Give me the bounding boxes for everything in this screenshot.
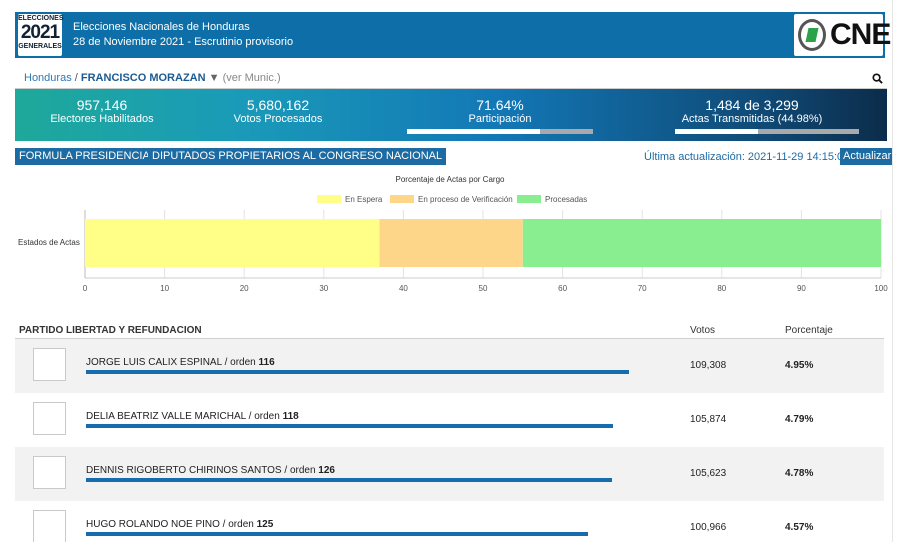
candidate-name: DENNIS RIGOBERTO CHIRINOS SANTOS / orden…	[86, 465, 335, 476]
candidate-votes: 105,874	[690, 414, 727, 425]
table-header-divider	[15, 338, 884, 339]
chart-bar-en-proceso-de-verificación	[379, 219, 523, 267]
chart-x-tick-label: 40	[399, 284, 408, 293]
candidate-name: JORGE LUIS CALIX ESPINAL / orden 116	[86, 357, 275, 368]
tab-diputados[interactable]: DIPUTADOS PROPIETARIOS AL CONGRESO NACIO…	[148, 148, 447, 165]
legend-swatch	[390, 195, 414, 203]
ver-municipios-link[interactable]: (ver Munic.)	[222, 72, 281, 84]
stat-participacion: 71.64% Participación	[468, 97, 532, 125]
legend-swatch	[517, 195, 541, 203]
legend-item-en-espera[interactable]: En Espera	[317, 195, 382, 204]
chart-category-label: Estados de Actas	[18, 238, 80, 247]
legend-item-procesadas[interactable]: Procesadas	[517, 195, 587, 204]
candidate-name: HUGO ROLANDO NOE PINO / orden 125	[86, 519, 274, 530]
candidate-name: DELIA BEATRIZ VALLE MARICHAL / orden 118	[86, 411, 299, 422]
participacion-progress-fill	[407, 129, 541, 134]
candidate-vote-bar	[86, 532, 588, 536]
stats-band: 957,146 Electores Habilitados 5,680,162 …	[15, 89, 887, 141]
candidate-vote-bar	[86, 424, 613, 428]
candidate-votes: 105,623	[690, 468, 727, 479]
chart-x-tick-label: 10	[160, 284, 169, 293]
legend-swatch	[317, 195, 341, 203]
candidate-photo	[33, 348, 66, 381]
party-name: PARTIDO LIBERTAD Y REFUNDACION	[19, 325, 202, 336]
chart-x-tick-label: 60	[558, 284, 567, 293]
breadcrumb: Honduras / FRANCISCO MORAZAN ▼ (ver Muni…	[15, 69, 887, 89]
table-row[interactable]: JORGE LUIS CALIX ESPINAL / orden 116 109…	[15, 339, 884, 393]
page-subtitle: 28 de Noviembre 2021 - Escrutinio provis…	[73, 36, 294, 48]
dropdown-arrow-icon[interactable]: ▼	[208, 72, 220, 84]
candidate-vote-bar	[86, 370, 629, 374]
chart-x-tick-label: 30	[319, 284, 328, 293]
breadcrumb-root-link[interactable]: Honduras	[24, 72, 72, 84]
actas-progress-bar	[675, 129, 859, 134]
elecciones-2021-logo: ELECCIONES 2021 GENERALES	[18, 14, 64, 56]
chart-x-tick-label: 50	[479, 284, 488, 293]
table-row[interactable]: HUGO ROLANDO NOE PINO / orden 125 100,96…	[15, 501, 884, 542]
chart-x-tick-label: 70	[638, 284, 647, 293]
participacion-progress-bar	[407, 129, 593, 134]
candidate-vote-bar	[86, 478, 612, 482]
tab-formula-presidencial[interactable]: FORMULA PRESIDENCIAL	[15, 148, 160, 165]
table-row[interactable]: DELIA BEATRIZ VALLE MARICHAL / orden 118…	[15, 393, 884, 447]
breadcrumb-separator: /	[74, 72, 78, 84]
stat-actas: 1,484 de 3,299 Actas Transmitidas (44.98…	[681, 97, 823, 125]
candidate-percentage: 4.78%	[785, 468, 814, 479]
column-header-votos: Votos	[690, 325, 716, 336]
chart-x-tick-label: 80	[717, 284, 726, 293]
candidate-votes: 109,308	[690, 360, 727, 371]
actas-progress-fill	[675, 129, 758, 134]
candidate-photo	[33, 456, 66, 489]
chart-bar-procesadas	[522, 219, 881, 267]
candidate-photo	[33, 510, 66, 542]
search-icon[interactable]	[872, 73, 883, 84]
header-banner: ELECCIONES 2021 GENERALES Elecciones Nac…	[15, 12, 891, 58]
page-scrollbar[interactable]	[892, 0, 900, 542]
actualizar-button[interactable]: Actualizar	[840, 148, 900, 165]
stat-votos: 5,680,162 Votos Procesados	[233, 97, 323, 125]
page-title: Elecciones Nacionales de Honduras	[73, 21, 250, 33]
candidate-percentage: 4.95%	[785, 360, 814, 371]
candidate-percentage: 4.57%	[785, 522, 814, 533]
breadcrumb-department[interactable]: FRANCISCO MORAZAN	[80, 72, 206, 84]
chart-x-tick-label: 90	[797, 284, 806, 293]
column-header-porcentaje: Porcentaje	[785, 325, 833, 336]
cne-logo[interactable]: CNE	[794, 14, 891, 56]
cne-mark-icon	[798, 19, 826, 51]
chart-x-tick-label: 20	[240, 284, 249, 293]
chart-x-tick-label: 100	[874, 284, 888, 293]
candidate-photo	[33, 402, 66, 435]
actas-stacked-bar-chart: 0 10 20 30 40 50 60 70 80 90 100	[83, 210, 888, 293]
chart-title: Porcentaje de Actas por Cargo	[395, 175, 505, 184]
table-row[interactable]: DENNIS RIGOBERTO CHIRINOS SANTOS / orden…	[15, 447, 884, 501]
chart-x-tick-label: 0	[83, 284, 88, 293]
candidate-percentage: 4.79%	[785, 414, 814, 425]
candidate-votes: 100,966	[690, 522, 727, 533]
legend-item-en-proceso[interactable]: En proceso de Verificación	[390, 195, 513, 204]
stat-electores: 957,146 Electores Habilitados	[50, 97, 154, 125]
chart-bar-en-espera	[85, 219, 380, 267]
last-update-text: Última actualización: 2021-11-29 14:15:0…	[644, 151, 850, 163]
